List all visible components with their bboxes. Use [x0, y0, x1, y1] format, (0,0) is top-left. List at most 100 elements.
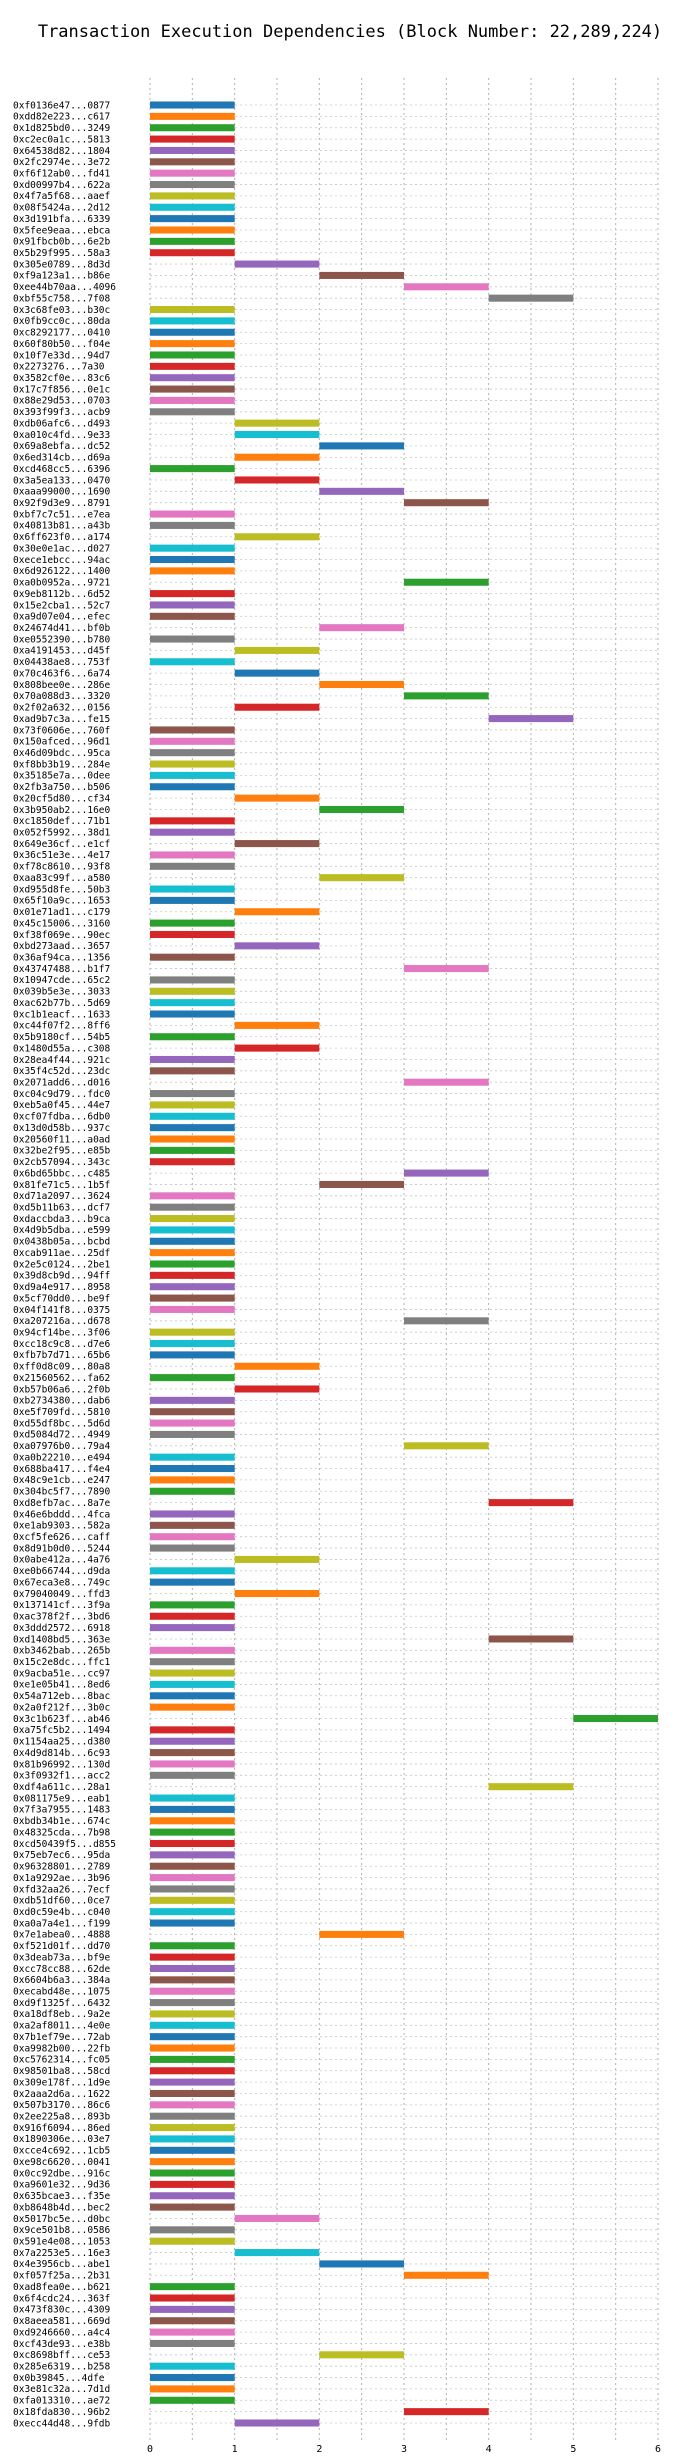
transaction-bar: [150, 521, 235, 529]
transaction-bar: [150, 567, 235, 575]
transaction-label: 0x08f5424a...2d12: [13, 203, 110, 214]
transaction-bar: [150, 1215, 235, 1223]
transaction-label: 0x1a9292ae...3b96: [13, 1873, 111, 1884]
transaction-label: 0x3c68fe03...b30c: [13, 305, 110, 316]
transaction-label: 0xa4191453...d45f: [13, 646, 110, 657]
transaction-bar: [150, 1999, 235, 2007]
transaction-bar: [150, 1090, 235, 1098]
transaction-bar: [234, 1044, 320, 1052]
transaction-bar: [150, 1237, 235, 1245]
transaction-label: 0xc8292177...0410: [13, 328, 111, 339]
transaction-label: 0xf6f12ab0...fd41: [13, 168, 111, 179]
transaction-bar: [150, 112, 235, 120]
transaction-label: 0xd00997b4...622a: [13, 180, 110, 191]
transaction-bar: [150, 146, 235, 154]
transaction-bar: [150, 2374, 235, 2382]
transaction-bar: [404, 1169, 489, 1177]
transaction-bar: [234, 260, 320, 268]
transaction-bar: [150, 2396, 235, 2404]
transaction-label: 0xe0b66744...d9da: [13, 1566, 110, 1577]
transaction-bar: [404, 2408, 489, 2416]
transaction-label: 0x45c15006...3160: [13, 918, 111, 929]
transaction-label: 0x15c2e8dc...ffc1: [13, 1657, 111, 1668]
transaction-bar: [150, 1340, 235, 1348]
transaction-label: 0x2273276...7a30: [13, 362, 105, 373]
transaction-bar: [150, 328, 235, 336]
transaction-label: 0x48c9e1cb...e247: [13, 1475, 110, 1486]
transaction-bar: [150, 1726, 235, 1734]
x-tick-label: 5: [570, 2444, 576, 2455]
transaction-label: 0x3f0932f1...acc2: [13, 1771, 110, 1782]
transaction-bar: [150, 1885, 235, 1893]
transaction-bar: [150, 2192, 235, 2200]
transaction-label: 0x5cf70dd0...be9f: [13, 1293, 110, 1304]
transaction-bar: [150, 1067, 235, 1075]
transaction-label: 0xf057f25a...2b31: [13, 2271, 111, 2282]
transaction-label: 0x43747488...b1f7: [13, 964, 110, 975]
transaction-label: 0xbdb34b1e...674c: [13, 1816, 110, 1827]
transaction-label: 0x40813b81...a43b: [13, 521, 111, 532]
transaction-bar: [150, 544, 235, 552]
transaction-label: 0x7f3a7955...1483: [13, 1805, 110, 1816]
transaction-bar: [150, 1578, 235, 1586]
transaction-bar: [150, 2044, 235, 2052]
transaction-label: 0x2ee225a8...893b: [13, 2112, 111, 2123]
transaction-bar: [150, 1033, 235, 1041]
transaction-bar: [150, 851, 235, 859]
transaction-label: 0x30e0e1ac...d027: [13, 543, 110, 554]
transaction-label: 0x5b9180cf...54b5: [13, 1032, 110, 1043]
transaction-bar: [150, 2146, 235, 2154]
transaction-label: 0x7b1ef79e...72ab: [13, 2032, 111, 2043]
transaction-bar: [150, 1521, 235, 1529]
transaction-label: 0xf9a123a1...b86e: [13, 271, 111, 282]
transaction-bar: [150, 510, 235, 518]
transaction-label: 0xe5f709fd...5810: [13, 1407, 111, 1418]
transaction-label: 0x3e81c32a...7d1d: [13, 2384, 110, 2395]
transaction-label: 0x4f7a5f68...aaef: [13, 191, 110, 202]
transaction-label: 0x9ce501b8...0586: [13, 2225, 111, 2236]
transaction-bar: [150, 635, 235, 643]
transaction-bar: [234, 703, 320, 711]
transaction-bar: [234, 1555, 320, 1563]
transaction-bar: [404, 283, 489, 291]
transaction-bar: [150, 1374, 235, 1382]
transaction-bar: [234, 430, 320, 439]
transaction-bar: [150, 2305, 235, 2313]
transaction-label: 0xf0136e47...0877: [13, 100, 110, 111]
transaction-label: 0xeb5a0f45...44e7: [13, 1100, 110, 1111]
transaction-bar: [319, 2260, 404, 2268]
transaction-bar: [150, 1146, 235, 1154]
transaction-bar: [150, 987, 235, 995]
transaction-label: 0x65f10a9c...1653: [13, 896, 110, 907]
transaction-label: 0xaa83c99f...a580: [13, 873, 111, 884]
transaction-label: 0xb2734380...dab6: [13, 1396, 111, 1407]
transaction-label: 0x70a088d3...3320: [13, 691, 111, 702]
transaction-label: 0xa07976b0...79a4: [13, 1441, 111, 1452]
transaction-bar: [150, 1328, 235, 1336]
transaction-label: 0xe0552390...b780: [13, 634, 111, 645]
transaction-label: 0xd5084d72...4949: [13, 1430, 111, 1441]
transaction-label: 0xf8bb3b19...284e: [13, 759, 111, 770]
transaction-label: 0x98501ba8...58cd: [13, 2066, 110, 2077]
transaction-label: 0x79040049...ffd3: [13, 1589, 110, 1600]
transaction-label: 0x6bd65bbc...c485: [13, 1168, 110, 1179]
transaction-label: 0x01e71ad1...c179: [13, 907, 111, 918]
transaction-bar: [150, 783, 235, 791]
transaction-label: 0x75eb7ec6...95da: [13, 1850, 110, 1861]
transaction-bar: [150, 555, 235, 564]
transaction-bar: [404, 692, 489, 700]
transaction-bar: [150, 1828, 235, 1836]
transaction-bar: [150, 760, 235, 768]
transaction-bar: [150, 885, 235, 893]
transaction-label: 0xa9d07e04...efec: [13, 612, 110, 623]
transaction-label: 0x5017bc5e...d0bc: [13, 2214, 110, 2225]
transaction-bar: [150, 2158, 235, 2166]
transaction-bar: [150, 2169, 235, 2177]
transaction-label: 0x96328801...2789: [13, 1862, 111, 1873]
transaction-label: 0x69a8ebfa...dc52: [13, 441, 110, 452]
transaction-bar: [150, 2101, 235, 2109]
transaction-label: 0x1480d55a...c308: [13, 1043, 111, 1054]
transaction-label: 0xcd50439f5...d855: [13, 1839, 116, 1850]
transaction-bar: [150, 1760, 235, 1768]
